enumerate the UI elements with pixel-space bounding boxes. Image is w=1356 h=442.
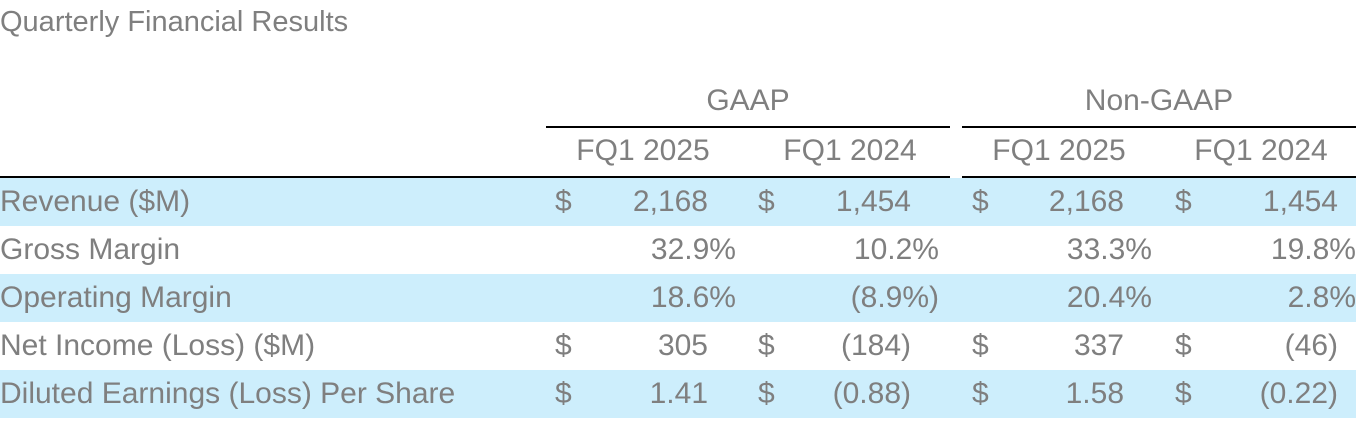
currency-symbol: $ [972,185,989,218]
header-rule [0,176,950,178]
value-cell-nongaap-fq1-2024: 19.8% [1270,233,1356,266]
value-cell-gaap-fq1-2024: (184) [840,329,911,362]
row-label: Diluted Earnings (Loss) Per Share [0,377,456,410]
header-rule-non-gaap [962,176,1356,178]
group-rule-non-gaap [962,126,1356,128]
value-cell-nongaap-fq1-2024: (0.22) [1259,377,1338,410]
value-cell-gaap-fq1-2024: 1,454 [835,185,911,218]
column-header-nongaap-fq1-2024: FQ1 2024 [1194,134,1328,167]
row-label: Operating Margin [0,281,232,314]
currency-symbol: $ [1175,185,1192,218]
value-cell-gaap-fq1-2024: (0.88) [832,377,911,410]
currency-symbol: $ [1175,329,1192,362]
value-cell-nongaap-fq1-2024: (46) [1284,329,1338,362]
value-cell-gaap-fq1-2025: 1.41 [649,377,708,410]
currency-symbol: $ [758,329,775,362]
group-rule-gaap [546,126,950,128]
table-row: Net Income (Loss) ($M) $305 $ (184) $337 $ (46… [0,322,1356,370]
group-header-gaap: GAAP [706,84,790,117]
group-header-non-gaap: Non-GAAP [1084,84,1234,117]
row-label: Gross Margin [0,233,181,266]
value-cell-gaap-fq1-2025: 18.6% [650,281,736,314]
value-cell-nongaap-fq1-2025: 1.58 [1065,377,1124,410]
value-cell-gaap-fq1-2024: 10.2% [853,233,939,266]
currency-symbol: $ [555,377,572,410]
value-cell-gaap-fq1-2025: 305 [657,329,708,362]
currency-symbol: $ [972,329,989,362]
table-row: Operating Margin 18.6% (8.9%) 20.4% 2.8% [0,274,1356,322]
currency-symbol: $ [758,377,775,410]
table-row: Gross Margin 32.9% 10.2% 33.3% 19.8% [0,226,1356,274]
table-row: Diluted Earnings (Loss) Per Share $1.41 $ (… [0,370,1356,418]
currency-symbol: $ [972,377,989,410]
value-cell-nongaap-fq1-2025: 20.4% [1066,281,1152,314]
page-title: Quarterly Financial Results [0,6,349,38]
column-header-gaap-fq1-2024: FQ1 2024 [783,134,917,167]
currency-symbol: $ [555,185,572,218]
currency-symbol: $ [1175,377,1192,410]
value-cell-nongaap-fq1-2025: 2,168 [1048,185,1124,218]
value-cell-gaap-fq1-2024: (8.9%) [850,281,939,314]
currency-symbol: $ [758,185,775,218]
row-label: Net Income (Loss) ($M) [0,329,316,362]
value-cell-nongaap-fq1-2025: 337 [1073,329,1124,362]
value-cell-nongaap-fq1-2024: 2.8% [1287,281,1356,314]
value-cell-gaap-fq1-2025: 2,168 [632,185,708,218]
value-cell-nongaap-fq1-2024: 1,454 [1262,185,1338,218]
value-cell-nongaap-fq1-2025: 33.3% [1066,233,1152,266]
column-header-gaap-fq1-2025: FQ1 2025 [576,134,710,167]
value-cell-gaap-fq1-2025: 32.9% [650,233,736,266]
currency-symbol: $ [555,329,572,362]
row-label: Revenue ($M) [0,185,191,218]
column-header-nongaap-fq1-2025: FQ1 2025 [992,134,1126,167]
table-row: Revenue ($M) $2,168 $1,454 $2,168 $1,454 [0,178,1356,226]
